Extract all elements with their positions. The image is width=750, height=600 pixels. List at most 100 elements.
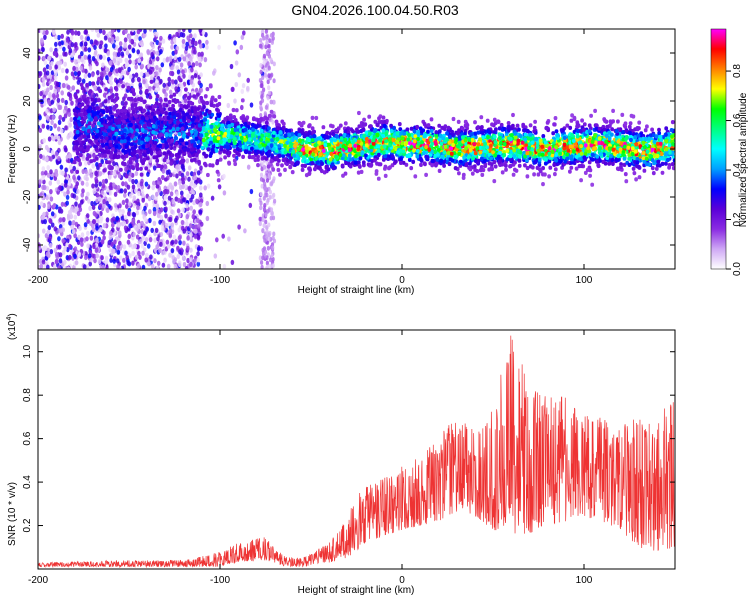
spectrogram-cell [133, 97, 138, 103]
spectrogram-cell [91, 72, 95, 78]
spectrogram-cell [60, 90, 64, 96]
spectrogram-cell [166, 263, 171, 269]
spectrogram-cell [100, 255, 104, 261]
spectrogram-cell [259, 69, 263, 75]
spectrogram-cell [64, 51, 68, 57]
spectrogram-cell [271, 245, 275, 251]
spectrogram-cell [50, 149, 55, 156]
spectrogram-cell [140, 63, 145, 69]
spectrogram-cell [276, 167, 281, 173]
spectrogram-cell [105, 207, 110, 213]
spectrogram-cell [179, 62, 184, 68]
spectrogram-cell [49, 84, 53, 91]
spectrogram-cell [268, 189, 272, 195]
spectrogram-cell [240, 98, 245, 103]
spectrogram-cell [265, 51, 269, 57]
spectrogram-cell [76, 58, 81, 64]
spectrogram-cell [222, 263, 227, 269]
spectrogram-cell [118, 211, 123, 217]
spectrogram-cell [90, 97, 95, 102]
spectrogram-cell [112, 170, 116, 177]
spectrogram-cell [128, 176, 132, 182]
spectrogram-cell [85, 236, 89, 242]
spectrogram-cell [511, 172, 516, 177]
spectrogram-cell [154, 71, 159, 77]
spectrogram-cell [127, 66, 131, 72]
spectrogram-cell [48, 242, 53, 249]
spectrogram-cell [500, 170, 505, 175]
spectrogram-cell [116, 222, 121, 228]
spectrogram-cell [125, 50, 130, 56]
spectrogram-cell [264, 105, 268, 110]
spectrogram-cell [57, 34, 61, 41]
spectrogram-cell [183, 93, 188, 98]
spectrogram-cell [47, 225, 52, 231]
spectrogram-cell [41, 246, 46, 252]
spectrogram-cell [73, 246, 78, 252]
spectrogram-cell [75, 89, 80, 94]
spectrogram-cell [168, 205, 172, 211]
spectrogram-cell [73, 214, 78, 220]
spectrogram-cell [83, 222, 88, 228]
spectrogram-cell [185, 214, 190, 220]
spectrogram-cell [50, 99, 55, 105]
spectrogram-cell [272, 231, 276, 237]
spectrogram-cell [74, 201, 78, 207]
spectrogram-cell [70, 100, 74, 106]
spectrogram-cell [69, 35, 74, 41]
spectrogram-cell [140, 41, 144, 48]
spectrogram-cell [41, 195, 45, 201]
spectrogram-cell [83, 41, 88, 47]
spectrogram-cell [266, 95, 270, 101]
spectrogram-cell [77, 175, 81, 181]
spectrogram-cell [200, 51, 204, 57]
spectrogram-cell [52, 107, 56, 113]
spectrogram-cell [173, 169, 177, 175]
spectrogram-cell [175, 191, 179, 197]
spectrogram-cell [141, 33, 146, 39]
spectrogram-cell [246, 164, 251, 170]
spectrogram-cell [421, 151, 426, 156]
spectrogram-cell [155, 184, 160, 189]
spectrogram-cell [98, 196, 102, 202]
spectrogram-cell [63, 259, 67, 265]
spectrogram-cell [119, 73, 123, 79]
spectrogram-cell [84, 254, 88, 261]
spectrogram-cell [58, 208, 62, 214]
spectrogram-cell [139, 181, 144, 187]
spectrogram-cell [144, 257, 148, 263]
spectrogram-cell [167, 195, 172, 201]
spectrogram-cell [310, 115, 315, 120]
spectrogram-cell [63, 191, 67, 197]
spectrogram-cell [154, 227, 159, 233]
spectrogram-cell [227, 236, 231, 242]
spectrogram-cell [87, 72, 92, 78]
spectrogram-cell [116, 185, 121, 191]
spectrogram-cell [148, 237, 153, 243]
spectrogram-cell [246, 85, 250, 92]
spectrogram-cell [50, 211, 55, 217]
spectrogram-cell [105, 75, 109, 81]
spectrogram-cell [206, 183, 211, 189]
spectrogram-cell [196, 217, 200, 224]
spectrogram-cell [99, 218, 103, 224]
spectrogram-cell [148, 209, 152, 215]
spectrogram-cell [70, 168, 74, 174]
spectrogram-cell [161, 38, 166, 44]
spectrogram-cell [164, 206, 168, 212]
spectrogram-cell [79, 34, 84, 41]
spectrogram-cell [74, 205, 79, 211]
spectrogram-cell [65, 194, 70, 200]
spectrogram-cell [258, 216, 262, 222]
spectrogram-cell [41, 47, 45, 53]
spectrogram-cell [49, 47, 53, 53]
spectrogram-cell [138, 154, 143, 159]
spectrogram-cell [506, 121, 511, 126]
spectrogram-cell [78, 77, 82, 83]
spectrogram-cell [267, 65, 271, 71]
spectrogram-cell [172, 37, 177, 43]
spectrogram-cell [174, 217, 178, 223]
spectrogram-cell [102, 55, 106, 61]
spectrogram-cell [230, 259, 235, 265]
spectrogram-cell [121, 199, 126, 205]
